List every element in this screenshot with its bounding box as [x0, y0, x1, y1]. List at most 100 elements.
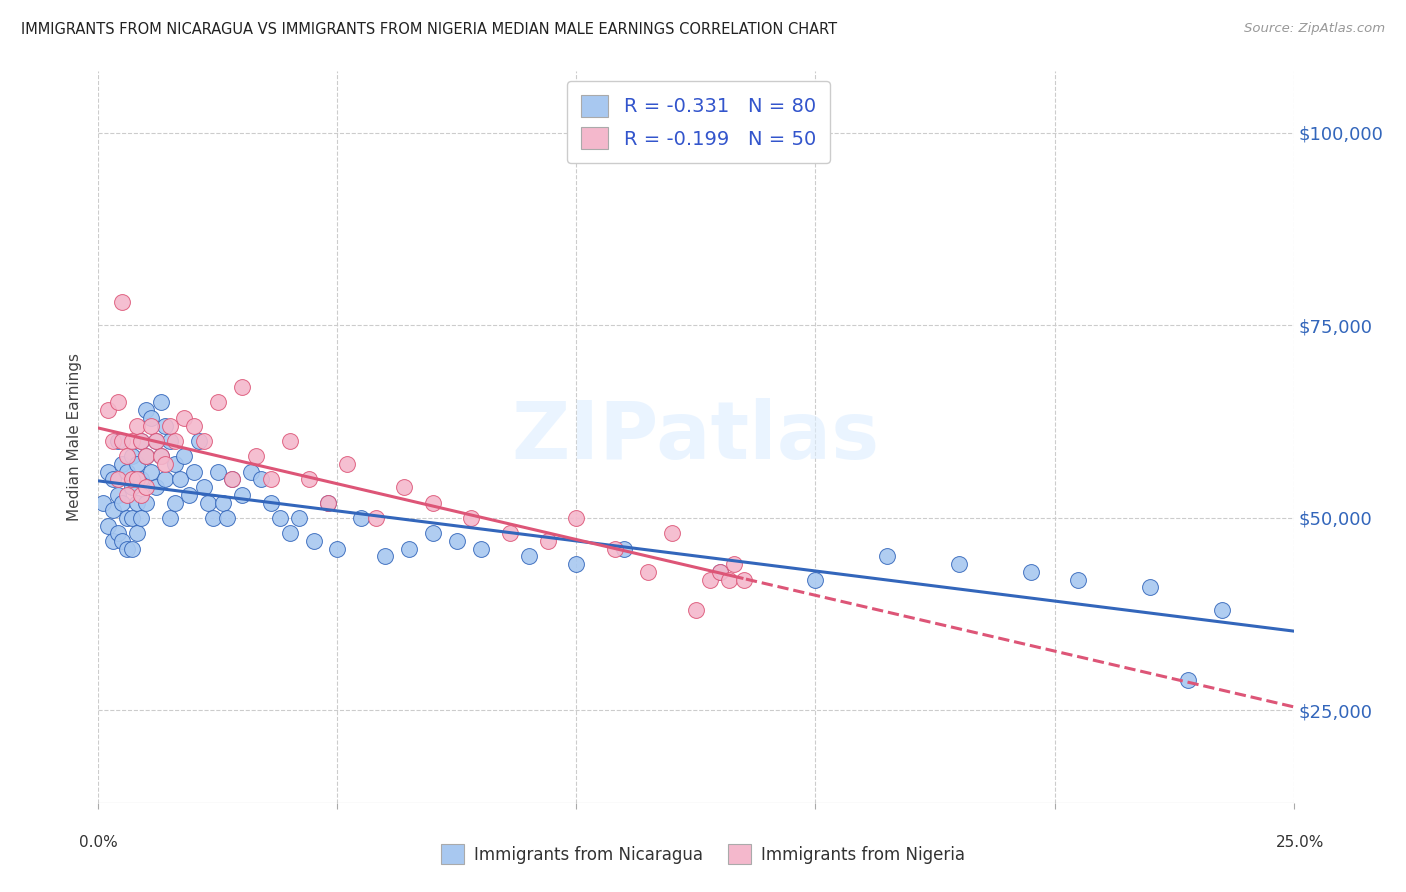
Point [97, 518, 120, 533]
Point [145, 480, 167, 494]
Point [111, 434, 134, 448]
Point [115, 465, 138, 479]
Point [245, 450, 267, 464]
Point [517, 549, 540, 564]
Point [207, 465, 229, 479]
Point [187, 434, 209, 448]
Point [121, 511, 143, 525]
Point [135, 450, 157, 464]
Point [460, 511, 482, 525]
Point [149, 450, 172, 464]
Point [115, 511, 138, 525]
Point [159, 511, 181, 525]
Point [135, 450, 157, 464]
Point [107, 488, 129, 502]
Point [183, 418, 205, 433]
Point [422, 526, 444, 541]
Point [207, 395, 229, 409]
Point [121, 480, 143, 494]
Point [131, 434, 153, 448]
Point [159, 434, 181, 448]
Text: 0.0%: 0.0% [79, 836, 118, 850]
Text: 25.0%: 25.0% [1277, 836, 1324, 850]
Point [163, 495, 186, 509]
Point [537, 534, 560, 549]
Point [125, 418, 148, 433]
Point [115, 488, 138, 502]
Legend: R = -0.331   N = 80, R = -0.199   N = 50: R = -0.331 N = 80, R = -0.199 N = 50 [568, 81, 830, 163]
Text: IMMIGRANTS FROM NICARAGUA VS IMMIGRANTS FROM NIGERIA MEDIAN MALE EARNINGS CORREL: IMMIGRANTS FROM NICARAGUA VS IMMIGRANTS … [21, 22, 837, 37]
Point [733, 573, 755, 587]
Point [121, 541, 143, 556]
Point [374, 549, 396, 564]
Point [565, 511, 588, 525]
Point [125, 526, 148, 541]
Point [97, 403, 120, 417]
Point [398, 541, 420, 556]
Point [221, 472, 243, 486]
Point [131, 434, 153, 448]
Point [259, 495, 281, 509]
Point [250, 472, 273, 486]
Point [1139, 580, 1161, 594]
Legend: Immigrants from Nicaragua, Immigrants from Nigeria: Immigrants from Nicaragua, Immigrants fr… [434, 838, 972, 871]
Point [804, 573, 827, 587]
Point [316, 495, 339, 509]
Point [139, 410, 162, 425]
Point [470, 541, 492, 556]
Point [278, 526, 301, 541]
Point [603, 541, 626, 556]
Point [211, 495, 233, 509]
Point [1067, 573, 1090, 587]
Point [298, 472, 321, 486]
Point [422, 495, 444, 509]
Point [121, 450, 143, 464]
Point [125, 472, 148, 486]
Point [565, 557, 588, 571]
Point [394, 480, 416, 494]
Point [637, 565, 659, 579]
Point [135, 495, 157, 509]
Text: ZIPatlas: ZIPatlas [512, 398, 880, 476]
Point [101, 503, 124, 517]
Point [498, 526, 520, 541]
Point [709, 565, 731, 579]
Point [197, 495, 219, 509]
Point [173, 450, 195, 464]
Point [179, 488, 201, 502]
Point [155, 457, 177, 471]
Point [316, 495, 339, 509]
Point [101, 434, 124, 448]
Point [111, 534, 134, 549]
Point [101, 534, 124, 549]
Point [131, 488, 153, 502]
Point [326, 541, 349, 556]
Point [121, 472, 143, 486]
Point [948, 557, 970, 571]
Point [231, 488, 253, 502]
Point [131, 472, 153, 486]
Point [685, 603, 707, 617]
Point [364, 511, 387, 525]
Point [111, 495, 134, 509]
Point [269, 511, 291, 525]
Point [183, 465, 205, 479]
Point [155, 472, 177, 486]
Point [125, 495, 148, 509]
Point [202, 511, 225, 525]
Point [169, 472, 191, 486]
Point [111, 457, 134, 471]
Point [718, 573, 741, 587]
Point [699, 573, 721, 587]
Point [336, 457, 359, 471]
Point [661, 526, 683, 541]
Y-axis label: Median Male Earnings: Median Male Earnings [67, 353, 83, 521]
Point [135, 403, 157, 417]
Point [111, 295, 134, 310]
Point [135, 480, 157, 494]
Point [723, 557, 745, 571]
Point [107, 434, 129, 448]
Point [613, 541, 636, 556]
Point [97, 465, 120, 479]
Point [107, 526, 129, 541]
